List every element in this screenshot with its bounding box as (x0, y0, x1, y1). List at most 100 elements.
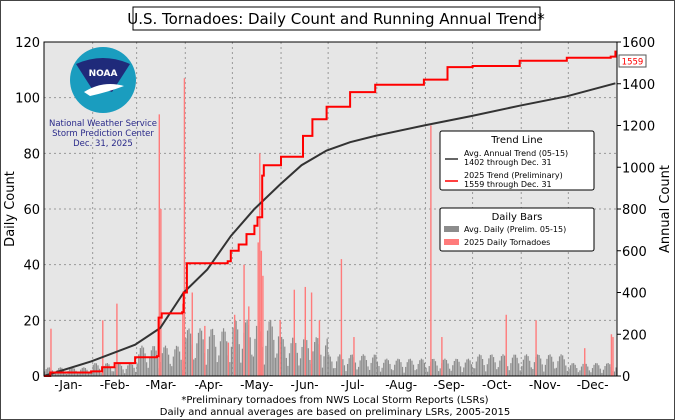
avg-daily-bar (237, 329, 239, 376)
x-month-label: -Feb- (100, 378, 130, 392)
avg-daily-bar (282, 339, 284, 376)
avg-daily-bar (47, 367, 49, 376)
avg-daily-bar (100, 373, 102, 376)
avg-daily-bar (109, 367, 112, 376)
avg-daily-bar (474, 368, 476, 376)
avg-daily-bar (202, 339, 204, 376)
avg-daily-bar (417, 363, 419, 376)
avg-daily-bar (601, 372, 603, 376)
avg-daily-bar (189, 333, 192, 376)
avg-daily-bar (356, 369, 358, 376)
avg-daily-bar (485, 371, 487, 376)
avg-daily-bar (494, 362, 496, 376)
avg-daily-bar (301, 346, 303, 376)
avg-daily-bar (64, 371, 66, 376)
daily-2025-bar (340, 259, 343, 376)
avg-daily-bar (207, 349, 209, 376)
avg-daily-bar (389, 363, 391, 376)
avg-daily-bar (491, 354, 493, 376)
avg-daily-bar (513, 354, 515, 376)
avg-daily-bar (609, 364, 611, 376)
chart-title: U.S. Tornadoes: Daily Count and Running … (127, 10, 545, 28)
x-month-label: -Jul- (341, 378, 365, 392)
end-value-label: 1559 (622, 58, 644, 68)
avg-daily-bar (230, 346, 233, 376)
avg-daily-bar (364, 355, 366, 376)
avg-daily-bar (185, 338, 187, 376)
avg-daily-bar (362, 354, 364, 376)
avg-daily-bar (224, 331, 226, 376)
legend-avg-label: Avg. Annual Trend (05-15) (464, 149, 568, 158)
daily-2025-bar (353, 337, 355, 376)
avg-daily-bar (499, 360, 501, 376)
avg-daily-bar (607, 362, 609, 376)
avg-daily-bar (287, 365, 289, 376)
avg-daily-bar (427, 371, 429, 376)
avg-daily-bar (555, 367, 557, 376)
noaa-logo: NOAA (70, 47, 136, 113)
avg-daily-bar (395, 360, 397, 376)
avg-daily-bar (436, 365, 438, 376)
avg-daily-bar (357, 366, 360, 376)
avg-daily-bar (92, 364, 94, 376)
avg-daily-bar (290, 343, 292, 376)
footnote-2: Daily and annual averages are based on p… (160, 407, 510, 418)
avg-daily-bar (188, 328, 190, 376)
avg-daily-bar (588, 370, 590, 376)
daily-2025-bar (158, 114, 160, 376)
avg-daily-bar (166, 348, 168, 376)
avg-daily-bar (332, 368, 335, 376)
avg-daily-bar (560, 354, 562, 376)
avg-daily-bars (44, 319, 617, 376)
x-month-label: -Mar- (146, 378, 177, 392)
avg-daily-bar (149, 357, 151, 376)
avg-daily-bar (130, 363, 132, 376)
avg-daily-bar (449, 368, 451, 376)
avg-daily-bar (76, 373, 79, 376)
avg-daily-bar (299, 358, 302, 376)
avg-daily-bar (157, 358, 159, 376)
x-month-label: -Sep- (433, 378, 464, 392)
avg-daily-bar (411, 360, 413, 376)
avg-daily-bar (480, 355, 482, 376)
avg-daily-bar (94, 363, 96, 376)
avg-daily-bar (368, 369, 371, 376)
avg-daily-bar (378, 366, 380, 376)
avg-daily-bar (331, 361, 333, 376)
avg-daily-bar (370, 362, 372, 376)
legend-avg-daily-swatch (444, 226, 459, 232)
avg-daily-bar (444, 358, 446, 376)
avg-daily-bar (433, 358, 435, 376)
avg-daily-bar (381, 367, 383, 376)
avg-daily-bar (425, 367, 427, 376)
avg-daily-bar (386, 358, 388, 376)
avg-daily-bar (524, 355, 526, 376)
avg-daily-bar (346, 363, 349, 376)
avg-daily-bar (342, 359, 344, 376)
avg-daily-bar (496, 369, 498, 376)
avg-daily-bar (295, 342, 297, 376)
avg-daily-bar (447, 363, 449, 376)
avg-daily-bar (438, 371, 440, 376)
avg-daily-bar (334, 368, 336, 376)
avg-daily-bar (320, 354, 322, 376)
daily-2025-bar (204, 325, 206, 376)
avg-daily-bar (205, 364, 207, 376)
avg-daily-bar (596, 363, 598, 376)
y-right-tick-label: 1200 (622, 120, 655, 135)
avg-daily-bar (453, 360, 455, 376)
avg-daily-bar (103, 365, 105, 376)
avg-daily-bar (124, 373, 126, 376)
avg-daily-bar (481, 359, 484, 376)
noaa-logo-text: NOAA (89, 69, 118, 79)
avg-daily-bar (150, 350, 152, 376)
avg-daily-bar (599, 368, 601, 376)
daily-2025-bar (279, 320, 281, 376)
avg-daily-bar (172, 356, 174, 376)
avg-daily-bar (546, 358, 548, 376)
avg-daily-bar (466, 359, 468, 376)
axis-ticks: 0204060801001200200400600800100012001400… (15, 36, 655, 392)
avg-daily-bar (573, 363, 575, 376)
avg-daily-bar (285, 357, 287, 376)
avg-daily-bar (397, 358, 399, 376)
